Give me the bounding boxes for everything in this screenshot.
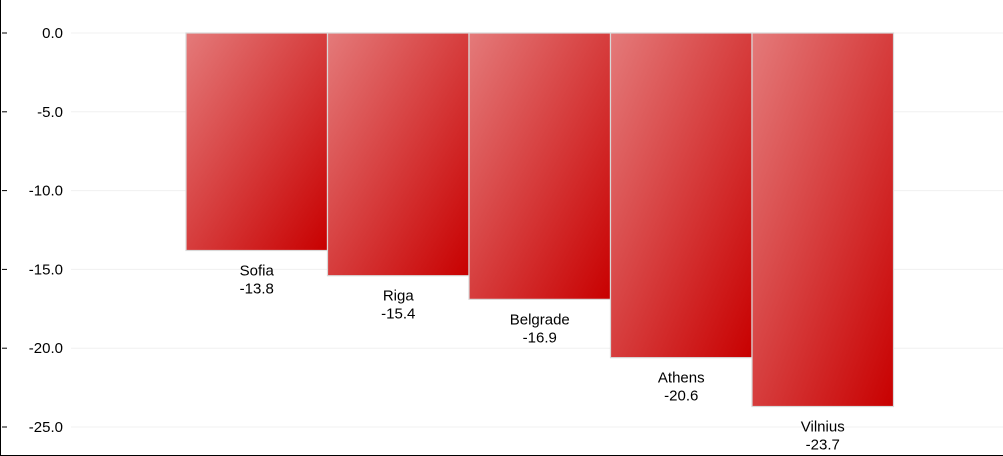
bar-athens	[609, 32, 753, 359]
bar-value-label: -15.4	[381, 306, 415, 323]
bar-category-label: Sofia	[240, 262, 275, 279]
bar-value-label: -13.8	[240, 280, 274, 297]
bar-category-label: Belgrade	[510, 311, 570, 328]
y-tick-label: -25.0	[29, 419, 63, 436]
y-tick-label: -20.0	[29, 340, 63, 357]
bar-belgrade	[468, 32, 612, 300]
y-axis-ticks: 0.0 -5.0 -10.0 -15.0 -20.0 -25.0	[2, 25, 63, 436]
y-tick-label: -15.0	[29, 261, 63, 278]
bar-value-label: -23.7	[806, 437, 840, 454]
y-tick-label: -10.0	[29, 183, 63, 200]
bar-labels: Sofia-13.8 Riga-15.4 Belgrade-16.9Athens-2…	[240, 262, 845, 453]
bar-value-label: -16.9	[523, 329, 557, 346]
y-tick-label: 0.0	[42, 25, 63, 42]
bar-riga	[326, 32, 470, 277]
bars	[185, 32, 895, 408]
bar-vilnius	[751, 32, 895, 408]
bar-category-label: Vilnius	[801, 419, 845, 436]
bar-category-label: Athens	[658, 370, 705, 387]
y-tick-label: -5.0	[37, 104, 63, 121]
bar-sofia	[185, 32, 329, 252]
bar-category-label: Riga	[383, 288, 415, 305]
bar-value-label: -20.6	[664, 388, 698, 405]
